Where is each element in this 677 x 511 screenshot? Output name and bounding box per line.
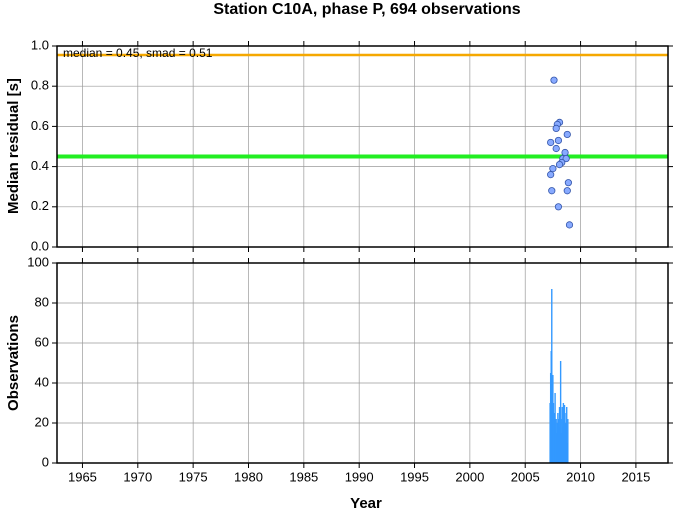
data-point xyxy=(565,221,574,229)
y-tick-label: 100 xyxy=(27,254,49,269)
x-tick-label: 2010 xyxy=(566,469,595,484)
y-tick-label: 0 xyxy=(42,454,49,469)
data-point xyxy=(554,203,563,211)
x-tick-label: 2000 xyxy=(455,469,484,484)
data-point xyxy=(549,165,557,173)
x-tick-label: 2005 xyxy=(511,469,540,484)
y-tick-label: 0.0 xyxy=(31,238,49,253)
data-point xyxy=(550,76,558,84)
chart-title: Station C10A, phase P, 694 observations xyxy=(213,1,520,18)
data-point xyxy=(548,187,556,195)
x-axis-label: Year xyxy=(350,495,382,511)
data-point xyxy=(562,154,570,163)
x-tick-label: 1980 xyxy=(234,469,263,484)
y-tick-label: 0.2 xyxy=(31,198,49,213)
y-tick-label: 0.6 xyxy=(31,118,49,133)
x-tick-label: 1995 xyxy=(400,469,429,484)
plot-frame xyxy=(56,262,669,464)
x-tick-label: 1985 xyxy=(289,469,318,484)
data-point xyxy=(547,171,555,179)
y-tick-label: 40 xyxy=(35,374,49,389)
data-point xyxy=(552,124,560,133)
plot-frame xyxy=(56,45,669,248)
x-tick-label: 1975 xyxy=(179,469,208,484)
bar xyxy=(567,419,569,463)
data-point xyxy=(564,179,572,187)
bar xyxy=(551,289,553,463)
data-point xyxy=(563,130,571,139)
y-tick-label: 80 xyxy=(35,294,49,309)
data-point xyxy=(563,187,571,195)
x-tick-label: 2015 xyxy=(621,469,650,484)
y-tick-label: 0.4 xyxy=(31,158,49,173)
y-tick-label: 1.0 xyxy=(31,37,49,52)
y-tick-label: 20 xyxy=(35,414,49,429)
plot-area xyxy=(57,263,668,463)
data-point xyxy=(552,144,560,153)
plot-area xyxy=(57,46,668,247)
data-point xyxy=(554,136,563,145)
data-point xyxy=(547,138,555,147)
bar xyxy=(566,407,568,463)
data-point xyxy=(561,148,569,157)
x-tick-label: 1965 xyxy=(68,469,97,484)
annotation: median = 0.45, smad = 0.51 xyxy=(63,46,213,60)
y-axis-label: Median residual [s] xyxy=(5,78,22,214)
x-tick-label: 1970 xyxy=(123,469,152,484)
x-tick-label: 1990 xyxy=(345,469,374,484)
y-axis-label: Observations xyxy=(5,315,22,411)
bar xyxy=(559,361,562,463)
y-tick-label: 0.8 xyxy=(31,78,49,93)
data-point xyxy=(555,160,564,169)
y-tick-label: 60 xyxy=(35,334,49,349)
